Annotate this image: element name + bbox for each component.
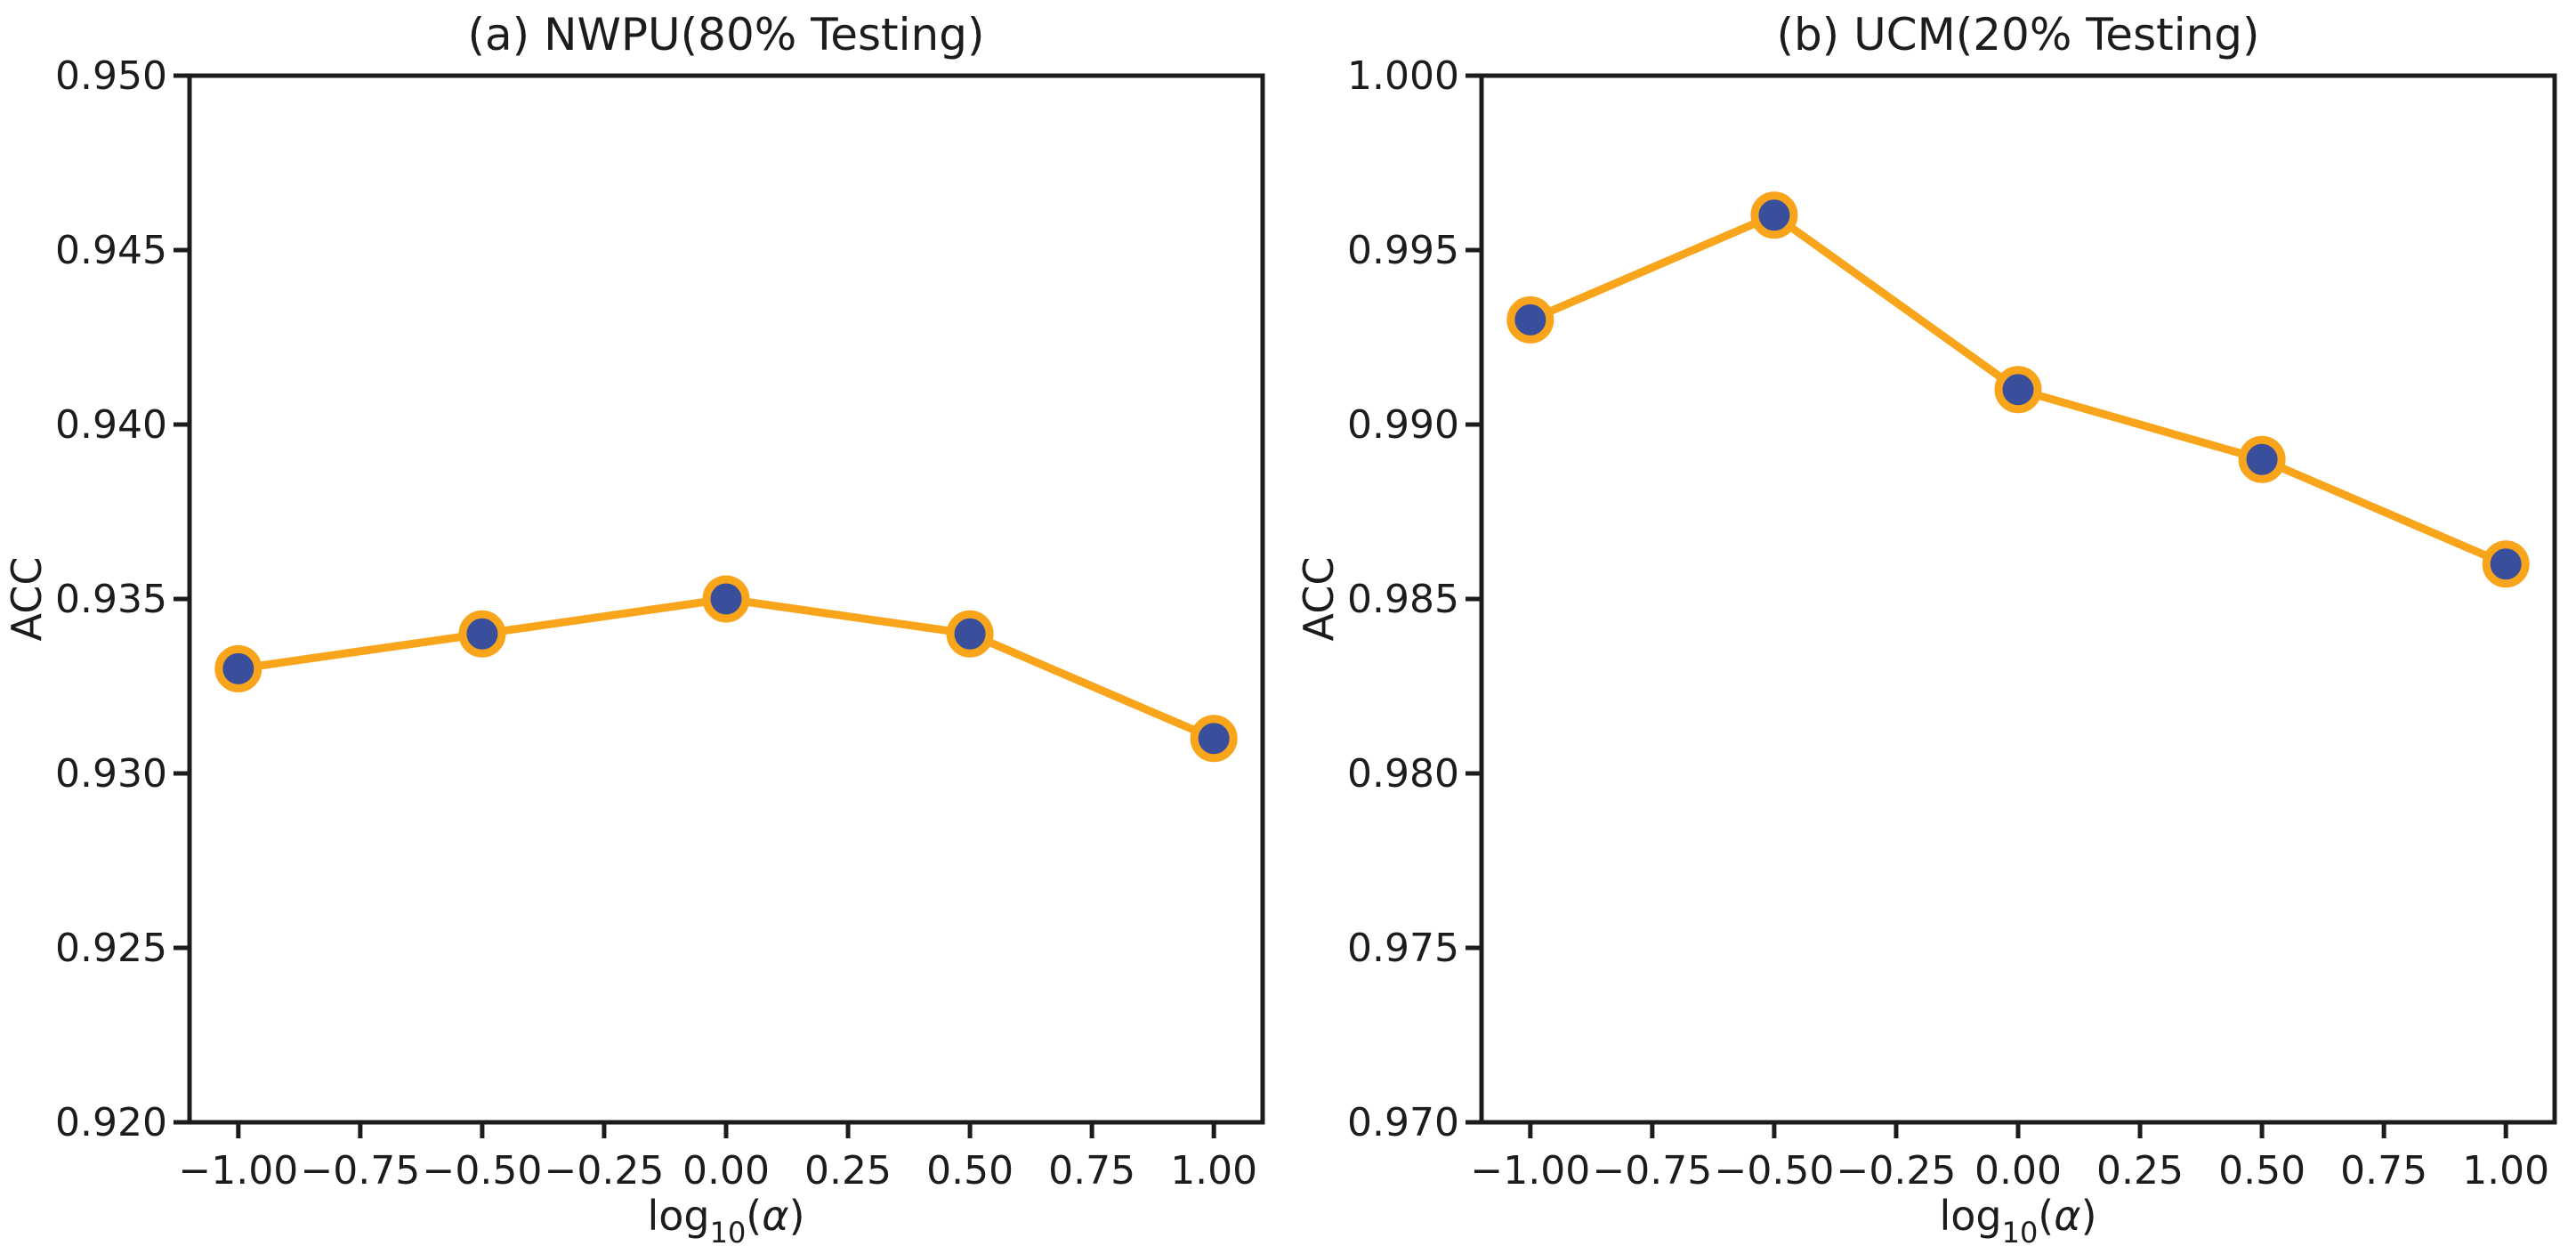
x-tick-label: −0.75 [300,1148,420,1193]
panel-a: −1.00 −0.75 −0.50 −0.25 0.00 0.25 0.50 0.75 1.00… [3,9,1265,1246]
y-tick-label: 0.985 [1347,577,1459,622]
x-tick-label: −0.75 [1592,1148,1712,1193]
panel-title: (b) UCM(20% Testing) [1776,9,2259,61]
x-tick-label: −1.00 [1470,1148,1590,1193]
x-tick-label: 0.25 [804,1148,892,1193]
x-axis-label-alpha-symbol: α [2054,1192,2080,1240]
x-tick-label: −0.50 [422,1148,542,1193]
y-tick-label: 0.920 [55,1100,167,1145]
y-tick-label: 0.990 [1347,402,1459,448]
x-tick-label: −1.00 [178,1148,298,1193]
panel-b: −1.00 −0.75 −0.50 −0.25 0.00 0.25 0.50 0.75 1.00… [1295,9,2557,1246]
x-tick-label: −0.25 [545,1148,665,1193]
y-tick-label: 0.940 [55,402,167,448]
x-axis-label-close-paren: ) [2081,1192,2097,1240]
data-point [1750,191,1798,239]
x-tick-label: 0.50 [2218,1148,2305,1193]
panel-title: (a) NWPU(80% Testing) [468,9,985,61]
y-tick-label: 0.975 [1347,926,1459,971]
x-axis-label-open-paren: ( [746,1192,762,1240]
x-tick-label: 0.75 [1048,1148,1135,1193]
x-axis-label-base: log [647,1192,709,1240]
y-tick-label: 1.000 [1347,53,1459,99]
data-point [214,644,262,692]
x-tick-label: 0.00 [1974,1148,2062,1193]
data-point [1190,715,1238,763]
x-tick-label: 1.00 [1170,1148,1257,1193]
x-axis-label: log10(α) [647,1192,804,1246]
x-axis-label-alpha-symbol: α [762,1192,788,1240]
y-axis-label: ACC [1295,557,1343,642]
x-tick-label: 0.25 [2096,1148,2184,1193]
data-point [1994,366,2042,414]
x-axis-label-subscript: 10 [710,1216,747,1246]
x-axis-label-close-paren: ) [789,1192,805,1240]
y-tick-label: 0.945 [55,228,167,273]
x-tick-label: 0.50 [926,1148,1013,1193]
x-axis-label-base: log [1939,1192,2001,1240]
y-tick-label: 0.930 [55,751,167,797]
y-tick-label: 0.925 [55,926,167,971]
plot-border [1479,73,2557,1125]
x-axis-label-subscript: 10 [2002,1216,2039,1246]
y-axis-label: ACC [3,557,51,642]
y-tick-label: 0.980 [1347,751,1459,797]
data-point [946,610,994,658]
y-tick-label: 0.950 [55,53,167,99]
x-axis-label-open-paren: ( [2038,1192,2054,1240]
y-tick-label: 0.935 [55,577,167,622]
x-tick-label: 0.00 [682,1148,770,1193]
data-point [2482,540,2530,588]
data-point [1506,295,1554,344]
data-point [702,575,750,623]
data-point [458,610,506,658]
y-tick-label: 0.970 [1347,1100,1459,1145]
x-tick-label: 0.75 [2340,1148,2427,1193]
x-tick-label: −0.50 [1714,1148,1834,1193]
y-tick-label: 0.995 [1347,228,1459,273]
x-axis-label: log10(α) [1939,1192,2096,1246]
x-tick-label: −0.25 [1837,1148,1957,1193]
x-tick-label: 1.00 [2462,1148,2549,1193]
data-point [2238,435,2286,483]
